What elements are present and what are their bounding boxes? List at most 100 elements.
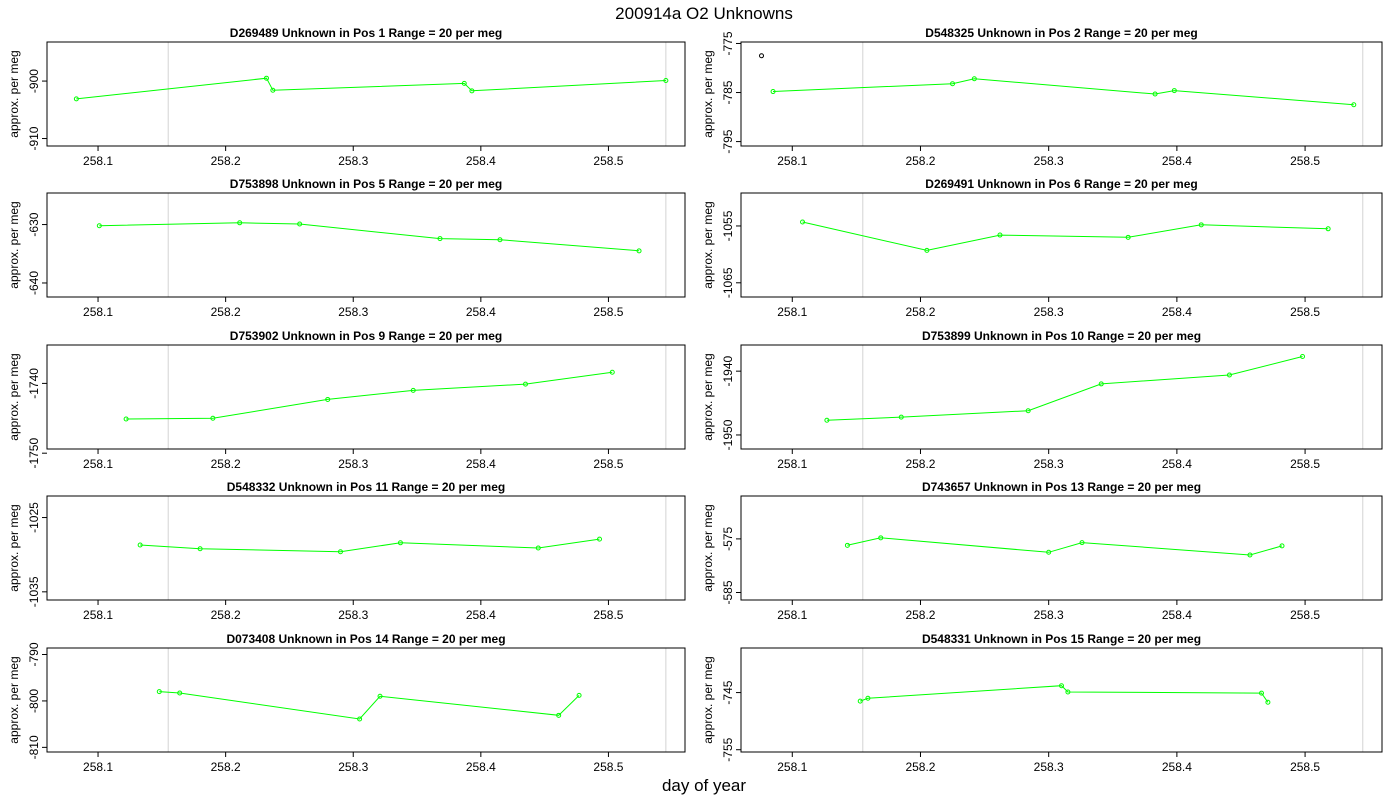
x-tick-label: 258.1	[777, 457, 807, 471]
plot-frame	[46, 495, 686, 601]
data-point	[96, 223, 102, 229]
x-tick-label: 258.5	[593, 305, 623, 319]
data-point	[1152, 91, 1158, 97]
y-tick-label: -900	[27, 69, 41, 93]
panel-2: D548325 Unknown in Pos 2 Range = 20 per …	[701, 26, 1383, 168]
panel-title: D753902 Unknown in Pos 9 Range = 20 per …	[230, 329, 502, 343]
data-point	[576, 692, 582, 698]
data-point	[1226, 372, 1232, 378]
data-point	[297, 221, 303, 227]
data-point	[556, 712, 562, 718]
x-tick-label: 258.5	[1290, 457, 1320, 471]
y-axis-label: approx. per meg	[701, 50, 715, 137]
data-point	[1046, 549, 1052, 555]
data-point	[237, 220, 243, 226]
plot-frame	[46, 344, 686, 450]
panel-title: D269491 Unknown in Pos 6 Range = 20 per …	[925, 177, 1197, 191]
data-point	[770, 89, 776, 95]
y-tick-label: -1950	[721, 419, 735, 450]
x-tick-label: 258.5	[1290, 154, 1320, 168]
data-point	[1198, 222, 1204, 228]
x-tick-label: 258.1	[83, 154, 113, 168]
x-tick-label: 258.5	[593, 154, 623, 168]
y-tick-label: -1055	[721, 210, 735, 241]
y-axis-label: approx. per meg	[7, 201, 21, 288]
panel-title: D269489 Unknown in Pos 1 Range = 20 per …	[230, 26, 502, 40]
y-tick-label: -585	[721, 580, 735, 604]
x-tick-label: 258.5	[593, 457, 623, 471]
data-point	[1279, 543, 1285, 549]
y-tick-label: -790	[27, 642, 41, 666]
panel-title: D073408 Unknown in Pos 14 Range = 20 per…	[226, 632, 505, 646]
data-point	[437, 236, 443, 242]
data-point	[1247, 552, 1253, 558]
x-tick-label: 258.5	[1290, 305, 1320, 319]
panel-1: D269489 Unknown in Pos 1 Range = 20 per …	[7, 26, 686, 168]
x-tick-label: 258.3	[1034, 305, 1064, 319]
x-tick-label: 258.2	[905, 305, 935, 319]
panel-title: D743657 Unknown in Pos 13 Range = 20 per…	[922, 480, 1201, 494]
x-tick-label: 258.3	[1034, 760, 1064, 774]
y-tick-label: -1750	[27, 438, 41, 469]
data-point	[1025, 408, 1031, 414]
y-tick-label: -795	[721, 129, 735, 153]
x-tick-label: 258.3	[1034, 154, 1064, 168]
y-axis-label: approx. per meg	[7, 353, 21, 440]
x-tick-label: 258.4	[1162, 154, 1192, 168]
y-tick-label: -1025	[27, 502, 41, 533]
data-point	[263, 75, 269, 81]
y-tick-label: -1740	[27, 368, 41, 399]
figure-title: 200914a O2 Unknowns	[615, 4, 793, 23]
data-point	[337, 549, 343, 555]
panels: D269489 Unknown in Pos 1 Range = 20 per …	[7, 26, 1383, 774]
data-point	[1265, 699, 1271, 705]
x-tick-label: 258.4	[1162, 608, 1192, 622]
x-tick-label: 258.2	[905, 608, 935, 622]
panel-3: D753898 Unknown in Pos 5 Range = 20 per …	[7, 177, 686, 319]
series-line	[826, 356, 1303, 421]
panel-title: D548325 Unknown in Pos 2 Range = 20 per …	[925, 26, 1197, 40]
x-tick-label: 258.3	[338, 760, 368, 774]
x-tick-label: 258.1	[777, 760, 807, 774]
data-point	[1079, 540, 1085, 546]
y-tick-label: -640	[27, 271, 41, 295]
data-point	[177, 690, 183, 696]
x-tick-label: 258.4	[466, 608, 496, 622]
data-point	[800, 219, 806, 225]
x-tick-label: 258.3	[338, 154, 368, 168]
plot-frame	[740, 647, 1383, 753]
data-point	[73, 96, 79, 102]
x-tick-label: 258.5	[593, 608, 623, 622]
series-line	[802, 221, 1329, 251]
data-point	[197, 546, 203, 552]
x-tick-label: 258.3	[338, 608, 368, 622]
y-axis-label: approx. per meg	[7, 504, 21, 591]
data-point	[523, 381, 528, 387]
panel-6: D753899 Unknown in Pos 10 Range = 20 per…	[701, 329, 1383, 471]
data-point	[609, 369, 615, 375]
y-axis-label: approx. per meg	[701, 504, 715, 591]
data-point	[636, 248, 642, 254]
x-tick-label: 258.1	[777, 154, 807, 168]
series-line	[76, 77, 666, 100]
x-tick-label: 258.4	[466, 305, 496, 319]
data-point	[950, 81, 956, 87]
x-tick-label: 258.1	[83, 760, 113, 774]
panel-5: D753902 Unknown in Pos 9 Range = 20 per …	[7, 329, 686, 471]
y-axis-label: approx. per meg	[701, 353, 715, 440]
panel-8: D743657 Unknown in Pos 13 Range = 20 per…	[701, 480, 1383, 622]
plot-frame	[46, 41, 686, 147]
data-point	[156, 689, 162, 695]
x-tick-label: 258.5	[1290, 760, 1320, 774]
x-tick-label: 258.4	[1162, 760, 1192, 774]
data-point	[210, 415, 216, 421]
x-tick-label: 258.2	[211, 305, 241, 319]
data-point	[1125, 234, 1131, 240]
panel-4: D269491 Unknown in Pos 6 Range = 20 per …	[701, 177, 1383, 319]
data-point	[1065, 689, 1071, 695]
y-axis-label: approx. per meg	[701, 201, 715, 288]
x-tick-label: 258.4	[466, 154, 496, 168]
data-point	[971, 76, 977, 82]
data-point	[865, 695, 871, 701]
data-point	[1325, 226, 1331, 232]
